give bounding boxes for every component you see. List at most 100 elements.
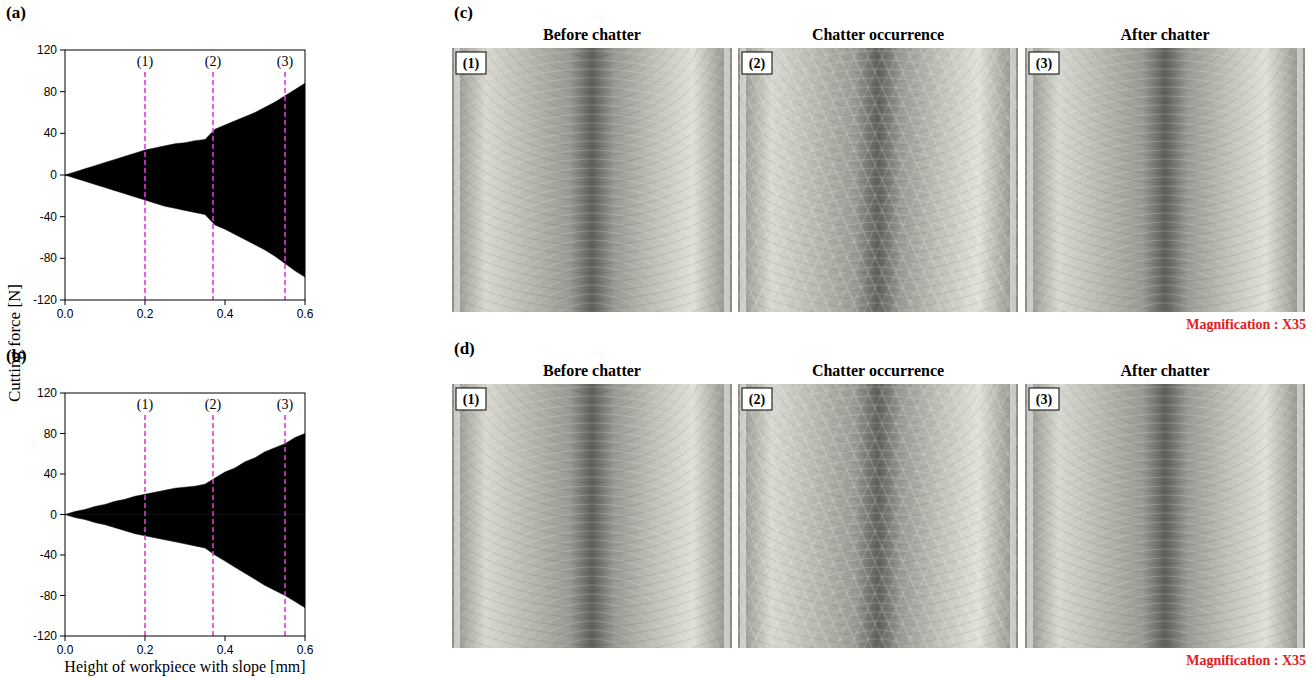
x-tick-label: 0.4 [217, 307, 234, 321]
surface-photo [452, 384, 732, 648]
magnification: Magnification : X35 [1186, 317, 1306, 332]
y-tick [60, 216, 65, 217]
marker-line [284, 72, 286, 300]
plot-area [65, 434, 305, 608]
photo-panel: (c) Before chatter (1) Chatter occurrence (2… [181, 0, 1315, 678]
magnification: Magnification : X35 [1186, 653, 1306, 668]
x-tick [65, 636, 66, 641]
x-tick-label: 0.6 [297, 643, 314, 657]
x-tick [225, 300, 226, 305]
y-tick [60, 133, 65, 134]
marker-line [212, 415, 214, 636]
y-tick [60, 555, 65, 556]
photo-number: (3) [1036, 392, 1053, 408]
plot-frame [65, 50, 305, 300]
y-tick [60, 175, 65, 176]
y-tick [60, 258, 65, 259]
y-tick [60, 91, 65, 92]
surface-photo [738, 48, 1018, 312]
surface-photo [738, 384, 1018, 648]
photo-number-box [742, 52, 772, 74]
photo-title: Before chatter [543, 362, 641, 379]
y-tick-label: 40 [44, 467, 58, 481]
y-tick-label: -80 [40, 251, 58, 265]
marker-label: (1) [137, 397, 154, 413]
panel-letter: (b) [6, 346, 27, 365]
y-tick [60, 514, 65, 515]
chart-panel: (1) (2) (3) -120 -80 -40 0 40 80 120 0.0 0.2 0.4 0.6 (… [5, 3, 314, 402]
photo-title: After chatter [1121, 26, 1210, 43]
photo-number: (2) [749, 56, 766, 72]
y-tick-label: 80 [44, 427, 58, 441]
marker-label: (1) [137, 54, 154, 70]
photo-number-box [1029, 52, 1059, 74]
y-tick-label: 0 [50, 508, 57, 522]
x-tick-label: 0.2 [137, 307, 154, 321]
photo-title: After chatter [1121, 362, 1210, 379]
x-tick [305, 300, 306, 305]
x-tick-label: 0.2 [137, 643, 154, 657]
surface-photo [452, 48, 732, 312]
x-tick-label: 0.0 [57, 307, 74, 321]
surface-photo [1025, 384, 1305, 648]
figure: (1)(2)(3)-120-80-40040801200.00.20.40.6(… [0, 0, 1315, 678]
panel-letter: (d) [454, 339, 475, 358]
marker-label: (2) [205, 54, 222, 70]
surface-photo [1025, 48, 1305, 312]
y-tick-label: -120 [33, 293, 57, 307]
x-tick-label: 0.0 [57, 643, 74, 657]
force-envelope [65, 83, 305, 175]
x-axis-title: Height of workpiece with slope [mm] [64, 658, 305, 676]
marker-line [212, 72, 214, 300]
photo-number: (1) [463, 392, 480, 408]
x-tick [145, 636, 146, 641]
y-tick-label: 120 [37, 386, 57, 400]
y-tick-label: -40 [40, 210, 58, 224]
marker-label: (3) [277, 54, 294, 70]
panel-letter: (c) [454, 3, 473, 22]
photo-title: Chatter occurrence [812, 362, 944, 379]
y-tick [60, 636, 65, 637]
panel-letter: (a) [6, 3, 26, 22]
plot-frame [65, 393, 305, 636]
photo-number: (3) [1036, 56, 1053, 72]
x-tick-label: 0.6 [297, 307, 314, 321]
photo-title: Chatter occurrence [812, 26, 944, 43]
marker-line [144, 415, 146, 636]
photo-panel: (d) Before chatter (1) Chatter occurrence (2… [181, 0, 1315, 678]
y-tick-label: -40 [40, 548, 58, 562]
y-tick [60, 393, 65, 394]
photo-title: Before chatter [543, 26, 641, 43]
marker-line [284, 415, 286, 636]
y-tick [60, 300, 65, 301]
chart-panel: (1) (2) (3) -120 -80 -40 0 40 80 120 0.0 0.2 0.4 0.6 (… [6, 346, 314, 676]
y-tick-label: -120 [33, 629, 57, 643]
x-tick [65, 300, 66, 305]
y-tick [60, 474, 65, 475]
force-envelope [65, 434, 305, 515]
photo-number-box [742, 388, 772, 410]
y-tick-label: -80 [40, 589, 58, 603]
x-tick [145, 300, 146, 305]
marker-label: (3) [277, 397, 294, 413]
y-tick [60, 433, 65, 434]
y-tick-label: 120 [37, 43, 57, 57]
y-tick-label: 0 [50, 168, 57, 182]
photo-number-box [456, 388, 486, 410]
x-tick [225, 636, 226, 641]
x-tick-label: 0.4 [217, 643, 234, 657]
x-tick [305, 636, 306, 641]
marker-line [144, 72, 146, 300]
plot-area [65, 83, 305, 277]
photo-number: (1) [463, 56, 480, 72]
force-envelope [65, 515, 305, 608]
photo-number-box [456, 52, 486, 74]
y-tick [60, 50, 65, 51]
y-tick [60, 595, 65, 596]
y-tick-label: 80 [44, 85, 58, 99]
marker-label: (2) [205, 397, 222, 413]
photo-number: (2) [749, 392, 766, 408]
photo-number-box [1029, 388, 1059, 410]
force-envelope [65, 175, 305, 277]
y-tick-label: 40 [44, 126, 58, 140]
